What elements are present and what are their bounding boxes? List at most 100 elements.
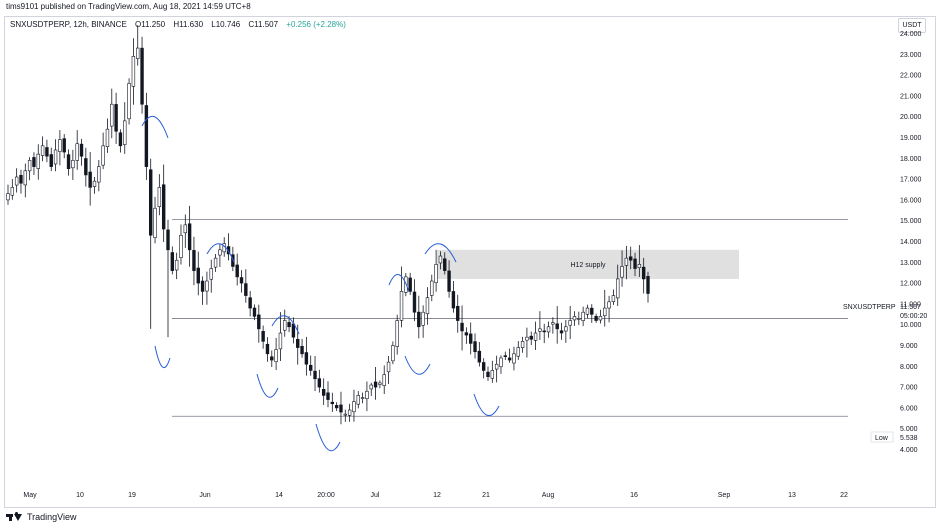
- swing-low-arc: [404, 355, 431, 375]
- open-value: O11.250: [135, 20, 166, 29]
- candle-body: [590, 307, 594, 315]
- candle-body: [594, 316, 598, 321]
- low-tag-value: 5.538: [900, 435, 918, 442]
- candle-body: [611, 295, 616, 302]
- candle-body: [213, 257, 218, 268]
- candle-body: [330, 401, 335, 405]
- swing-low-arc: [256, 373, 279, 398]
- candle-body: [430, 280, 434, 296]
- candle-body: [538, 328, 542, 332]
- candle-body: [633, 258, 637, 269]
- x-tick-label: 13: [788, 492, 796, 499]
- y-tick-label: 14.000: [900, 239, 922, 246]
- y-tick-label: 6.000: [900, 405, 918, 412]
- candle-body: [92, 180, 97, 187]
- y-tick-label: 9.000: [900, 343, 918, 350]
- candle-body: [641, 266, 646, 280]
- x-tick-label: 16: [630, 492, 638, 499]
- candle-body: [395, 320, 399, 347]
- candle-body: [32, 157, 36, 167]
- candle-body: [378, 382, 382, 385]
- candle-body: [71, 160, 75, 169]
- candle-body: [36, 153, 40, 169]
- x-tick-label: Sep: [718, 492, 731, 499]
- candle-body: [131, 56, 136, 87]
- footer-brand: TradingView: [6, 510, 77, 524]
- swing-arcs: [141, 115, 500, 452]
- supply-zone-label: H12 supply: [570, 262, 606, 269]
- candle-body: [326, 392, 330, 400]
- candle-body: [629, 256, 633, 261]
- candle-body: [607, 301, 611, 309]
- candle-body: [79, 143, 84, 157]
- x-tick-label: 14: [275, 492, 283, 499]
- y-tick-label: 5.000: [900, 426, 918, 433]
- candle-body: [603, 307, 607, 317]
- y-tick-label: 22.000: [900, 73, 922, 80]
- candle-body: [525, 336, 529, 341]
- y-tick-label: 15.000: [900, 218, 922, 225]
- candle-body: [421, 311, 425, 326]
- x-tick-label: 10: [76, 492, 84, 499]
- y-tick-label: 17.000: [900, 177, 922, 184]
- chart-frame: [4, 16, 936, 508]
- swing-low-arc: [154, 345, 171, 369]
- candle-body: [542, 330, 546, 333]
- candle-body: [218, 249, 222, 256]
- x-tick-label: 19: [128, 492, 136, 499]
- candle-body: [239, 277, 244, 284]
- candle-body: [97, 166, 101, 183]
- high-value: H11.630: [173, 20, 204, 29]
- tradingview-logo-icon: [6, 512, 24, 522]
- candle-body: [27, 160, 32, 172]
- candle-body: [503, 355, 507, 357]
- x-tick-label: Aug: [542, 492, 555, 499]
- candle-body: [291, 323, 296, 338]
- candle-body: [105, 128, 110, 147]
- candle-body: [209, 268, 213, 280]
- candles: [6, 25, 650, 425]
- y-tick-label: 13.000: [900, 260, 922, 267]
- candle-body: [265, 343, 270, 355]
- candle-body: [469, 333, 473, 344]
- candle-body: [382, 374, 386, 386]
- candle-body: [616, 278, 620, 299]
- candle-body: [365, 390, 369, 400]
- candle-body: [564, 326, 568, 332]
- candle-body: [352, 401, 356, 413]
- candle-body: [412, 291, 417, 313]
- candle-body: [572, 316, 577, 321]
- candle-body: [270, 356, 274, 361]
- candle-body: [75, 143, 79, 161]
- price-tag-value: 11.507: [900, 304, 921, 311]
- candle-body: [451, 291, 456, 309]
- y-tick-label: 19.000: [900, 135, 922, 142]
- candle-body: [118, 132, 123, 147]
- candle-body: [499, 357, 503, 368]
- candle-body: [114, 104, 118, 132]
- candle-body: [161, 184, 166, 230]
- candle-body: [166, 229, 170, 251]
- candle-body: [84, 158, 88, 176]
- candle-body: [200, 280, 205, 292]
- candle-body: [153, 207, 157, 238]
- candle-body: [123, 120, 127, 145]
- low-tag-label: Low: [875, 435, 889, 442]
- horizontal-levels: [172, 219, 848, 417]
- candle-body: [244, 283, 248, 296]
- y-tick-label: 23.000: [900, 52, 922, 59]
- swing-high-arc: [424, 243, 457, 263]
- candle-body: [581, 311, 585, 321]
- supply-zone-rect: [437, 249, 739, 279]
- candle-body: [481, 362, 486, 371]
- candle-body: [317, 378, 322, 388]
- candle-body: [248, 297, 252, 309]
- swing-high-arc: [388, 274, 410, 293]
- currency-button[interactable]: USDT: [898, 18, 926, 33]
- candle-body: [464, 332, 469, 336]
- x-tick-label: 12: [433, 492, 441, 499]
- candle-body: [637, 264, 642, 268]
- close-value: C11.507: [248, 20, 279, 29]
- symbol-name[interactable]: SNXUSDTPERP, 12h, BINANCE: [10, 20, 127, 29]
